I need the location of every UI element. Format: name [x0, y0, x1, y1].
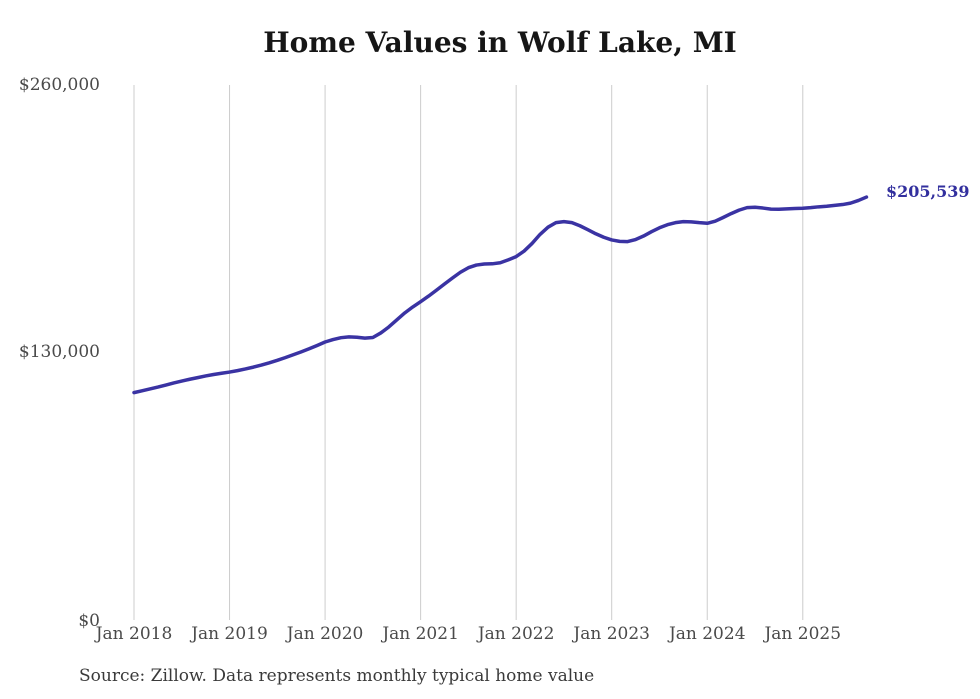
x-axis-tick-jan-2019: Jan 2019 [191, 624, 268, 644]
x-axis-tick-jan-2018: Jan 2018 [95, 624, 173, 644]
y-axis-tick-130000: $130,000 [18, 342, 100, 362]
x-axis-tick-jan-2022: Jan 2022 [477, 624, 555, 644]
x-axis-tick-jan-2024: Jan 2024 [668, 624, 746, 644]
chart-title: Home Values in Wolf Lake, MI [263, 26, 737, 59]
y-axis-tick-260000: $260,000 [18, 75, 100, 95]
x-axis-tick-jan-2023: Jan 2023 [573, 624, 650, 644]
x-axis-tick-jan-2020: Jan 2020 [286, 624, 364, 644]
x-axis-tick-jan-2021: Jan 2021 [382, 624, 459, 644]
x-axis-tick-jan-2025: Jan 2025 [764, 624, 842, 644]
latest-value-label: $205,539 [886, 182, 970, 201]
source-note: Source: Zillow. Data represents monthly … [79, 666, 595, 686]
home-value-series-line [132, 195, 869, 395]
y-axis-tick-0: $0 [78, 611, 100, 631]
